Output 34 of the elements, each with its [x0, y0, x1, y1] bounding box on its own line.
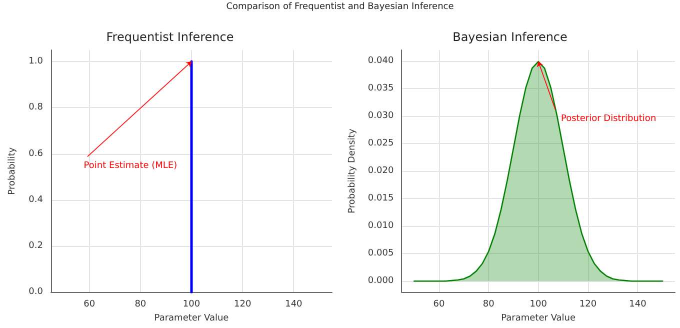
x-tick-label: 120	[579, 300, 597, 310]
text: Comparison of Frequentist and Bayesian Inference	[225, 2, 455, 12]
x-tick-label: 100	[530, 300, 548, 310]
y-axis-title: Probability Density	[348, 128, 358, 214]
y-tick-label: 0.6	[28, 148, 44, 159]
y-tick-label: 0.040	[368, 56, 394, 66]
y-tick-label: 0.015	[368, 194, 394, 204]
x-tick-label: 80	[482, 300, 495, 310]
x-tick-label: 80	[134, 300, 146, 310]
y-tick-label: 0.005	[368, 248, 394, 259]
chart-title: Bayesian Inference	[452, 30, 568, 44]
y-tick-label: 0.0	[28, 287, 44, 298]
y-tick-label: 0.2	[28, 240, 43, 251]
chart-title: Frequentist Inference	[106, 30, 234, 44]
x-axis-title: Parameter Value	[154, 314, 230, 324]
y-tick-label: 0.035	[368, 84, 394, 94]
x-tick-label: 120	[234, 300, 252, 310]
x-tick-label: 100	[182, 300, 200, 310]
y-tick-label: 0.000	[368, 276, 394, 286]
x-tick-label: 60	[433, 300, 445, 310]
y-tick-label: 0.4	[28, 194, 44, 205]
x-tick-label: 60	[84, 300, 96, 310]
y-tick-label: 0.8	[28, 102, 44, 113]
annotation: Point Estimate (MLE)	[84, 160, 178, 171]
x-tick-label: 140	[285, 300, 303, 310]
annotation: Posterior Distribution	[561, 114, 656, 124]
y-tick-label: 1.0	[28, 56, 44, 67]
y-tick-label: 0.025	[368, 138, 394, 149]
y-tick-label: 0.010	[368, 221, 394, 232]
y-tick-label: 0.030	[368, 111, 394, 122]
y-axis-title: Probability	[8, 146, 18, 195]
x-tick-label: 140	[629, 300, 647, 310]
x-axis-title: Parameter Value	[501, 314, 576, 324]
y-tick-label: 0.020	[368, 166, 394, 176]
